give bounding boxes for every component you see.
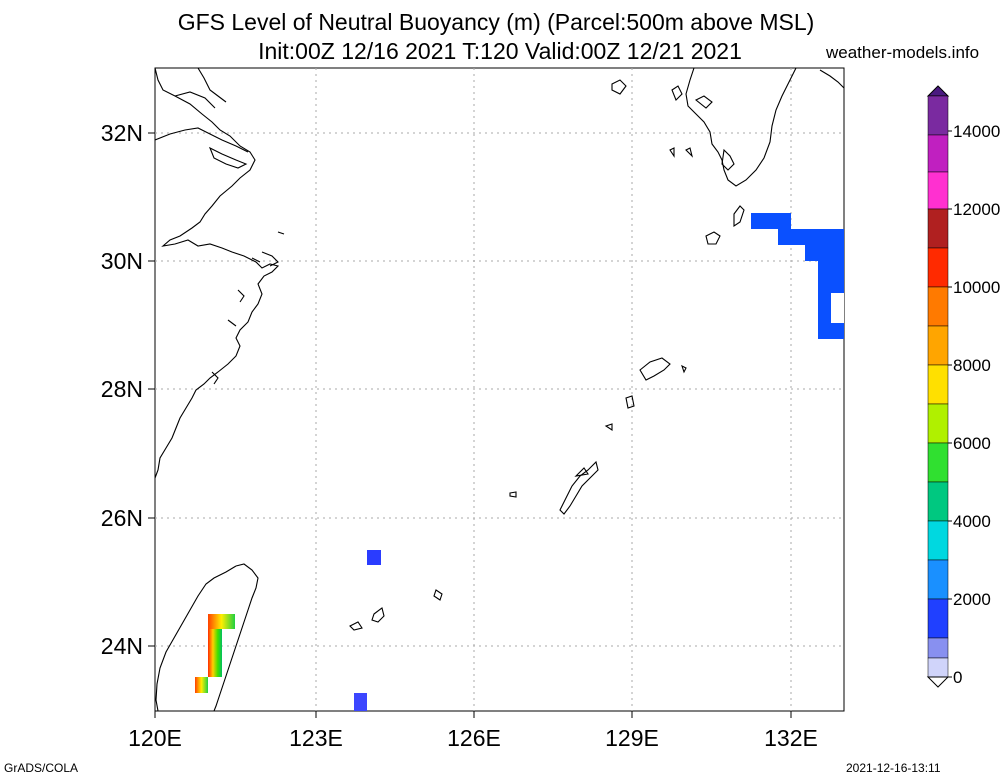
colorbar: 14000 12000 10000 8000 6000 4000 2000 0 [926, 85, 1000, 688]
longitude-labels: 120E 123E 126E 129E 132E [128, 725, 818, 751]
lat-label: 24N [101, 633, 143, 659]
shaded-field-taiwan [195, 614, 235, 693]
lat-label: 26N [101, 505, 143, 531]
colorbar-label: 2000 [953, 590, 991, 609]
coastlines [155, 68, 844, 711]
colorbar-label: 8000 [953, 356, 991, 375]
site-credit: weather-models.info [826, 43, 980, 62]
shaded-field-blue [354, 213, 844, 711]
axis-ticks [148, 132, 792, 718]
footer-timestamp: 2021-12-16-13:11 [846, 761, 941, 775]
map-subtitle: Init:00Z 12/16 2021 T:120 Valid:00Z 12/2… [258, 38, 742, 64]
footer-credit: GrADS/COLA [4, 761, 79, 775]
lon-label: 123E [289, 725, 343, 751]
lat-label: 28N [101, 376, 143, 402]
colorbar-label: 0 [953, 668, 962, 687]
colorbar-label: 4000 [953, 512, 991, 531]
lat-label: 30N [101, 248, 143, 274]
colorbar-label: 12000 [953, 200, 1000, 219]
lon-label: 129E [605, 725, 659, 751]
lat-label: 32N [101, 120, 143, 146]
colorbar-label: 10000 [953, 278, 1000, 297]
gridlines [155, 68, 844, 711]
lon-label: 126E [447, 725, 501, 751]
colorbar-label: 14000 [953, 122, 1000, 141]
latitude-labels: 32N 30N 28N 26N 24N [101, 120, 143, 659]
colorbar-label: 6000 [953, 434, 991, 453]
map-title: GFS Level of Neutral Buoyancy (m) (Parce… [177, 9, 815, 35]
lon-label: 132E [764, 725, 818, 751]
lon-label: 120E [128, 725, 182, 751]
